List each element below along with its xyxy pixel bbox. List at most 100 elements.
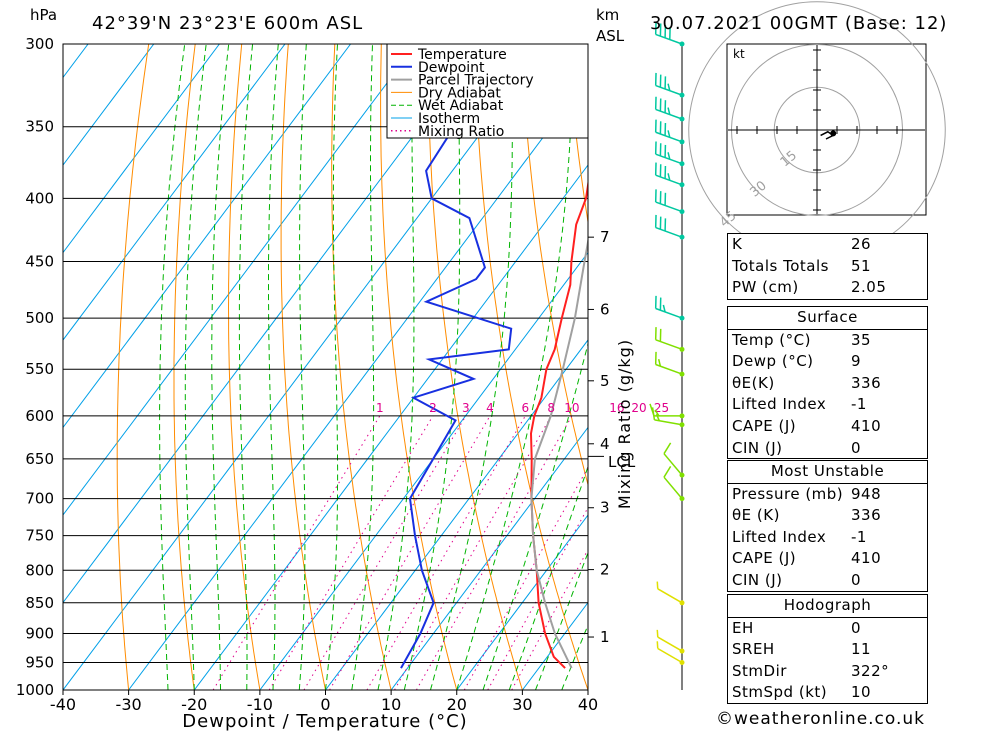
stat-label: StmSpd (kt) (732, 683, 828, 702)
wind-barb (656, 629, 685, 654)
lcl-label: LCL (608, 453, 636, 471)
series-group (400, 44, 588, 669)
x-axis-title: Dewpoint / Temperature (°C) (182, 711, 467, 732)
km-axis: 1 2 3 4 5 6 7 (588, 228, 610, 646)
stat-value: 336 (851, 373, 882, 392)
wind-barb (654, 72, 685, 98)
mixing-ratio-line (463, 466, 588, 690)
stat-label: Temp (°C) (732, 330, 811, 349)
stat-value: 410 (851, 549, 882, 568)
stat-label: Pressure (mb) (732, 484, 844, 503)
temperature-line (529, 178, 588, 669)
stat-value: 336 (851, 506, 882, 525)
stat-row: CIN (J) 0 (728, 570, 927, 592)
isotherm-line (325, 339, 588, 690)
hodograph-stats-panel: Hodograph EH 0 SREH 11 StmDir 322° StmSpd (kt)… (727, 594, 928, 704)
wind-barb (654, 327, 685, 352)
wind-barb-column (649, 21, 685, 690)
stat-row: θE (K) 336 (728, 505, 927, 527)
pressure-tick-label: 350 (25, 118, 54, 136)
wind-barb (663, 466, 685, 502)
stat-row: Totals Totals 51 (728, 256, 927, 278)
wind-barb (654, 119, 685, 145)
wind-barb (654, 189, 685, 215)
stat-value: 322° (851, 661, 890, 680)
km-tick-label: 7 (600, 228, 610, 246)
credit-label[interactable]: ©weatheronline.co.uk (716, 709, 926, 729)
isotherm-line (63, 44, 548, 690)
mixing-ratio-label: 3 (462, 401, 470, 415)
stat-label: EH (732, 618, 754, 637)
wind-barb (654, 351, 685, 377)
legend-label: Dewpoint (418, 60, 485, 76)
stat-row: CAPE (J) 410 (728, 548, 927, 570)
dry-adiabat-line (173, 44, 196, 690)
mixing-ratio-label: 6 (521, 401, 529, 415)
stat-value: 35 (851, 330, 872, 349)
stat-label: CIN (J) (732, 570, 783, 589)
stat-label: CIN (J) (732, 438, 783, 457)
hodograph-stats-title: Hodograph (783, 596, 872, 614)
temperature-tick-label: -10 (247, 695, 273, 714)
stat-row: CAPE (J) 410 (728, 416, 927, 438)
isotherm-line (63, 44, 483, 604)
stat-row: K 26 (728, 234, 927, 256)
isotherm-line (0, 44, 23, 690)
temperature-tick-label: -30 (116, 695, 142, 714)
dewpoint-line (400, 44, 513, 669)
pressure-tick-label: 950 (25, 653, 54, 671)
isotherm-line (63, 44, 286, 341)
mixing-ratio-label: 10 (564, 401, 579, 415)
km-tick-label: 5 (600, 372, 610, 390)
wet-adiabat-line (159, 44, 186, 690)
isotherm-line (193, 164, 588, 690)
legend-label: Dry Adiabat (418, 85, 501, 101)
pressure-tick-label: 550 (25, 360, 54, 378)
stat-value: 11 (851, 640, 872, 659)
dry-adiabat-line (331, 44, 392, 690)
mixing-ratio-label: 16 (609, 401, 624, 415)
wet-adiabat-line (268, 44, 279, 690)
stat-value: 410 (851, 416, 882, 435)
isotherm-line (63, 44, 417, 516)
stat-row: StmSpd (kt) 10 (728, 682, 927, 704)
wet-adiabat-line (535, 551, 588, 690)
axis-ticks: 3003504004505005506006507007508008509009… (16, 35, 598, 714)
wind-barb (654, 214, 685, 240)
stat-row: Lifted Index -1 (728, 527, 927, 549)
km-tick-label: 1 (600, 628, 610, 646)
parcel-trajectory-line (530, 236, 588, 669)
pressure-tick-label: 1000 (16, 681, 54, 699)
location-label: 42°39'N 23°23'E 600m ASL (92, 13, 363, 34)
wind-barb (656, 581, 685, 606)
wind-barb (651, 407, 685, 428)
stat-row: θE(K) 336 (728, 373, 927, 395)
wet-adiabat-line (403, 44, 461, 690)
temperature-tick-label: 0 (320, 695, 330, 714)
isotherm-line (259, 251, 588, 690)
km-tick-label: 2 (600, 561, 610, 579)
stat-label: Dewp (°C) (732, 352, 814, 371)
stat-value: 0 (851, 438, 862, 457)
temperature-tick-label: -20 (181, 695, 207, 714)
km-tick-label: 6 (600, 300, 610, 318)
stat-value: -1 (851, 527, 867, 546)
stat-value: 2.05 (851, 278, 887, 297)
wet-adiabat-line (456, 44, 574, 690)
wind-barb (654, 21, 685, 47)
temperature-tick-label: 20 (447, 695, 467, 714)
stat-label: CAPE (J) (732, 549, 797, 568)
stat-label: K (732, 235, 743, 253)
temperature-tick-label: -40 (50, 695, 76, 714)
wet-adiabat-line (211, 44, 230, 690)
pressure-tick-label: 700 (25, 490, 54, 508)
indices-panel: K 26 Totals Totals 51 PW (cm) 2.05 (727, 233, 928, 300)
legend-box (386, 43, 589, 139)
stat-value: 26 (851, 235, 872, 253)
stat-value: 10 (851, 683, 872, 702)
pressure-tick-label: 600 (25, 407, 54, 425)
pressure-tick-label: 900 (25, 624, 54, 642)
surface-panel: Surface Temp (°C) 35 Dewp (°C) 9 θE(K) 336 Lif… (727, 306, 928, 459)
isotherm-line (63, 44, 351, 429)
